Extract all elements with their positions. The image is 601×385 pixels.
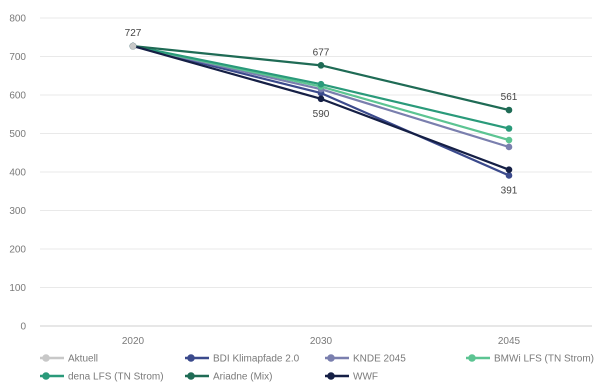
legend-label: Ariadne (Mix) (213, 372, 272, 383)
legend-item-knde-2045: KNDE 2045 (325, 354, 406, 365)
y-tick-300: 300 (9, 206, 26, 217)
data-label-727: 727 (125, 28, 142, 39)
y-axis-ticks: 0 100 200 300 400 500 600 700 800 (9, 14, 26, 333)
y-tick-500: 500 (9, 129, 26, 140)
x-tick-2020: 2020 (122, 336, 145, 347)
point-wwf-2030 (317, 95, 325, 103)
series-points (129, 42, 513, 179)
y-tick-700: 700 (9, 52, 26, 63)
legend-label: BDI Klimapfade 2.0 (213, 354, 300, 365)
point-ariadne-mix-2030 (317, 62, 325, 69)
point-bmwi-lfs-tn-strom-2045 (505, 136, 513, 144)
data-label-677: 677 (313, 47, 330, 58)
point-wwf-2045 (505, 166, 513, 173)
point-ariadne-mix-2045 (505, 106, 513, 114)
data-label-391: 391 (501, 185, 518, 196)
legend-label: Aktuell (68, 354, 98, 365)
legend-item-bmwi-lfs-tn-strom: BMWi LFS (TN Strom) (466, 354, 594, 365)
legend-label: WWF (353, 372, 378, 383)
point-dena-lfs-tn-strom-2045 (505, 125, 513, 132)
y-tick-100: 100 (9, 283, 26, 294)
legend-label: dena LFS (TN Strom) (68, 372, 164, 383)
point-bdi-klimapfade-2-0-2045 (505, 172, 513, 179)
legend-label: KNDE 2045 (353, 354, 406, 365)
legend-item-aktuell: Aktuell (40, 354, 98, 365)
legend-marker (468, 354, 476, 362)
legend-marker (327, 372, 335, 380)
legend: Aktuell BDI Klimapfade 2.0 KNDE 2045 BMWi L… (40, 354, 594, 383)
point-knde-2045-2045 (505, 143, 513, 151)
data-label-590: 590 (313, 109, 330, 120)
y-tick-200: 200 (9, 245, 26, 256)
y-tick-400: 400 (9, 168, 26, 179)
y-tick-0: 0 (20, 322, 26, 333)
data-label-561: 561 (501, 92, 518, 103)
point-aktuell-2020 (129, 42, 137, 50)
legend-item-dena-lfs-tn-strom: dena LFS (TN Strom) (40, 372, 164, 383)
point-dena-lfs-tn-strom-2030 (317, 80, 325, 88)
y-tick-800: 800 (9, 14, 26, 25)
x-axis-ticks: 2020 2030 2045 (122, 336, 521, 347)
y-tick-600: 600 (9, 91, 26, 102)
legend-marker (187, 354, 195, 362)
data-labels: 727 677 590 561 391 (125, 28, 518, 196)
legend-marker (327, 354, 335, 362)
legend-label: BMWi LFS (TN Strom) (494, 354, 594, 365)
x-tick-2045: 2045 (498, 336, 521, 347)
legend-item-wwf: WWF (325, 372, 378, 383)
legend-marker (42, 354, 50, 362)
x-tick-2030: 2030 (310, 336, 333, 347)
legend-marker (187, 372, 195, 380)
legend-marker (42, 372, 50, 380)
legend-item-bdi-klimapfade-2-0: BDI Klimapfade 2.0 (185, 354, 300, 365)
gridlines (40, 17, 592, 327)
legend-item-ariadne-mix: Ariadne (Mix) (185, 372, 272, 383)
